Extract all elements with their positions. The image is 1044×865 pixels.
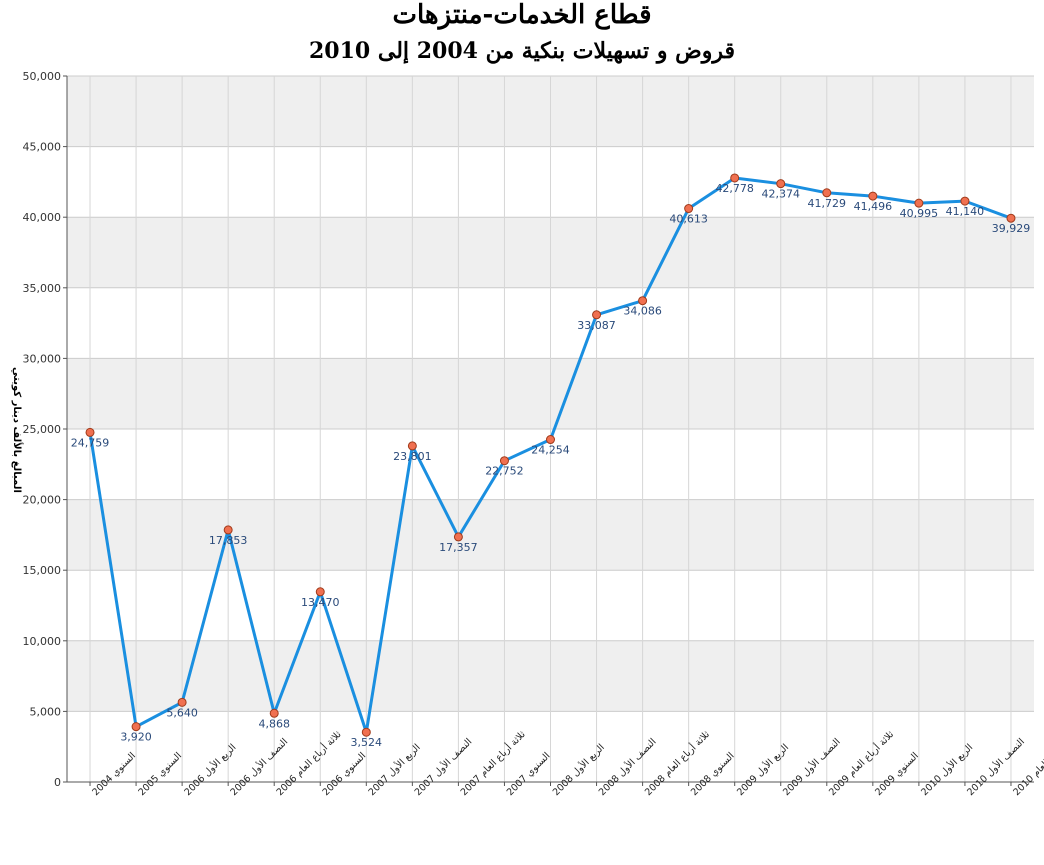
data-label: 17,357 [439, 541, 478, 554]
data-label: 24,759 [71, 436, 110, 449]
y-axis-label: المبالغ بالألف دينار كويتي [11, 367, 24, 493]
data-point [223, 525, 233, 535]
data-point [131, 722, 141, 732]
data-point [315, 587, 325, 597]
data-point [914, 198, 924, 208]
data-point [638, 296, 648, 306]
data-label: 22,752 [485, 465, 524, 478]
data-point [453, 532, 463, 542]
data-point [1006, 213, 1016, 223]
y-tick-label: 40,000 [23, 211, 62, 224]
data-point [592, 310, 602, 320]
data-label: 42,374 [761, 188, 800, 201]
data-label: 3,920 [120, 731, 152, 744]
y-tick-label: 35,000 [23, 282, 62, 295]
x-tick-label: السنوي 2007 [505, 750, 553, 798]
x-tick-label: السنوي 2008 [689, 750, 737, 798]
y-tick-label: 0 [54, 776, 61, 789]
x-tick-label: السنوي 2009 [873, 750, 921, 798]
data-label: 39,929 [992, 222, 1031, 235]
y-tick-label: 25,000 [23, 423, 62, 436]
y-tick-label: 15,000 [23, 564, 62, 577]
data-label: 23,801 [393, 450, 432, 463]
data-point [269, 708, 279, 718]
data-point [868, 191, 878, 201]
data-label: 40,995 [900, 207, 939, 220]
chart-title: قطاع الخدمات-منتزهات [392, 0, 652, 30]
data-point [546, 435, 555, 445]
x-tick-label: السنوي 2005 [136, 750, 184, 798]
data-point [361, 727, 371, 737]
chart-subtitle: قروض و تسهيلات بنكية من 2004 إلى 2010 [309, 38, 735, 64]
y-tick-label: 5,000 [30, 705, 62, 718]
data-label: 13,470 [301, 596, 340, 609]
data-label: 4,868 [258, 717, 290, 730]
data-label: 41,140 [946, 205, 985, 218]
y-tick-label: 50,000 [23, 70, 62, 83]
x-tick-label: السنوي 2006 [321, 750, 369, 798]
data-label: 42,778 [715, 182, 754, 195]
data-label: 33,087 [577, 319, 616, 332]
data-label: 40,613 [669, 213, 708, 226]
data-point [85, 427, 95, 437]
data-point [684, 204, 694, 214]
y-tick-label: 10,000 [23, 635, 62, 648]
data-point [407, 441, 417, 451]
data-point [177, 697, 187, 707]
y-tick-label: 45,000 [23, 141, 62, 154]
data-point [822, 188, 832, 198]
y-tick-label: 20,000 [23, 494, 62, 507]
data-label: 41,496 [854, 200, 893, 213]
x-tick-label: ثلاثة أرباع العام 2010 [1010, 727, 1044, 798]
data-label: 3,524 [351, 736, 383, 749]
data-point [499, 456, 509, 466]
data-label: 5,640 [166, 706, 198, 719]
y-tick-label: 30,000 [23, 352, 62, 365]
data-label: 34,086 [623, 305, 662, 318]
data-label: 41,729 [808, 197, 847, 210]
x-tick-label: السنوي 2004 [90, 750, 138, 798]
data-label: 17,853 [209, 534, 248, 547]
data-point [730, 173, 740, 183]
data-label: 24,254 [531, 444, 570, 457]
data-point [960, 196, 970, 206]
data-point [776, 179, 786, 189]
